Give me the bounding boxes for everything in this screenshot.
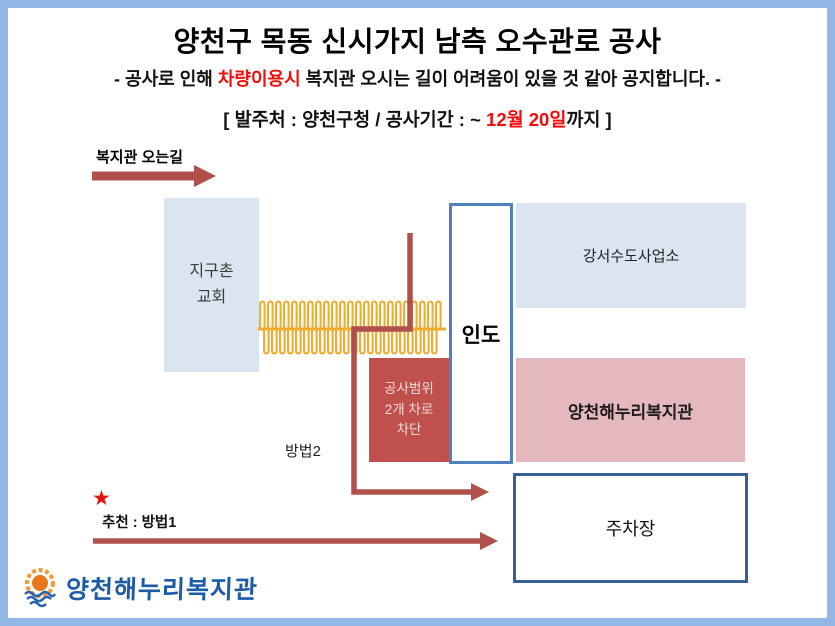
construction-label-line2: 2개 차로 — [384, 401, 434, 417]
sun-waves-logo-icon — [24, 568, 57, 608]
info-prefix: [ 발주처 : 양천구청 / 공사기간 : ~ — [223, 109, 487, 130]
notice-suffix: 복지관 오시는 길이 어려움이 있을 것 같아 공지합니다. - — [300, 69, 721, 89]
route-to-center-label: 복지관 오는길 — [96, 149, 183, 166]
parking-label: 주차장 — [605, 519, 656, 539]
church-label-line2: 교회 — [196, 289, 227, 306]
notice-highlight: 차량이용시 — [217, 69, 301, 89]
route-arrow-icon — [92, 165, 216, 187]
construction-zone-box: 공사범위 2개 차로 차단 — [369, 358, 449, 462]
info-suffix: 까지 ] — [566, 109, 612, 130]
waterworks-box: 강서수도사업소 — [516, 203, 746, 308]
waterworks-label: 강서수도사업소 — [582, 248, 680, 265]
sidewalk-box: 인도 — [449, 203, 513, 464]
welfare-center-box: 양천해누리복지관 — [516, 358, 745, 462]
notice-line: - 공사로 인해 차량이용시 복지관 오시는 길이 어려움이 있을 것 같아 공… — [8, 65, 827, 91]
sidewalk-label: 인도 — [461, 323, 501, 347]
star-icon: ★ — [92, 487, 111, 510]
welfare-center-label: 양천해누리복지관 — [567, 402, 694, 422]
church-box: 지구촌 교회 — [164, 198, 259, 372]
org-logo: 양천해누리복지관 — [20, 566, 258, 610]
method2-label: 방법2 — [285, 443, 321, 460]
construction-barrier-icon — [258, 300, 446, 355]
recommended-method1-label: 추천 : 방법1 — [102, 515, 177, 531]
page-title: 양천구 목동 신시가지 남측 오수관로 공사 — [173, 26, 662, 57]
notice-prefix: - 공사로 인해 — [114, 69, 218, 89]
parking-lot-box: 주차장 — [513, 473, 748, 583]
method1-arrow-icon — [93, 532, 498, 550]
info-line: [ 발주처 : 양천구청 / 공사기간 : ~ 12월 20일까지 ] — [8, 106, 827, 132]
info-highlight: 12월 20일 — [486, 109, 567, 130]
church-label-line1: 지구촌 — [189, 263, 234, 281]
construction-label-line3: 차단 — [396, 422, 422, 438]
construction-label-line1: 공사범위 — [384, 380, 434, 396]
org-logo-text: 양천해누리복지관 — [65, 576, 259, 604]
